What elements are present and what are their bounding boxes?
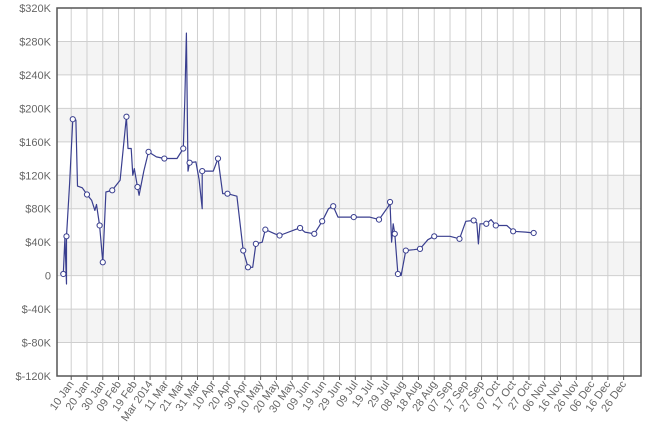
y-tick-label: $80K	[25, 204, 51, 216]
data-point	[83, 191, 91, 198]
data-point	[416, 245, 424, 252]
data-point	[109, 187, 116, 194]
y-tick-label: $280K	[19, 36, 51, 48]
data-point	[276, 232, 283, 239]
data-point	[161, 155, 168, 162]
y-axis-labels: $320K $280K $240K $200K $160K $120K $80K $40K 0 $…	[16, 3, 52, 383]
data-point	[199, 167, 206, 175]
data-point	[186, 159, 193, 166]
y-tick-label: $240K	[19, 70, 51, 82]
data-point	[510, 228, 517, 235]
data-point	[330, 203, 337, 210]
data-point	[386, 198, 394, 206]
y-tick-label: $200K	[19, 103, 51, 115]
data-point	[470, 217, 477, 224]
grid-band	[57, 342, 641, 376]
y-tick-label: $-40K	[22, 304, 52, 316]
data-point	[296, 224, 304, 232]
data-point	[252, 240, 259, 247]
data-point	[240, 247, 247, 254]
grid-band	[57, 275, 641, 310]
data-point	[375, 216, 383, 223]
data-point	[394, 270, 402, 278]
data-point	[483, 220, 490, 227]
y-tick-label: $-120K	[16, 371, 52, 383]
data-point	[63, 233, 70, 240]
data-point	[319, 218, 326, 225]
data-markers	[60, 113, 537, 278]
data-point	[456, 235, 463, 242]
plot-frame	[56, 7, 642, 377]
grid-band	[57, 208, 641, 243]
data-point	[99, 259, 106, 266]
grid-band	[57, 309, 641, 343]
data-point	[350, 213, 357, 221]
data-point	[60, 270, 67, 278]
data-point	[180, 145, 187, 152]
data-point	[69, 116, 76, 123]
data-point	[244, 264, 252, 271]
data-point	[145, 148, 152, 155]
plot-bands	[57, 8, 641, 376]
y-tick-label: $320K	[19, 3, 51, 15]
grid-band	[57, 108, 641, 142]
data-point	[530, 229, 537, 237]
data-point	[402, 247, 409, 254]
grid-band	[57, 8, 641, 42]
grid-band	[57, 41, 641, 75]
y-tick-label: $160K	[19, 137, 51, 149]
y-tick-label: $120K	[19, 170, 51, 182]
data-point	[96, 222, 103, 229]
grid-band	[57, 141, 641, 176]
data-point	[431, 233, 438, 240]
y-tick-label: 0	[45, 271, 51, 283]
y-tick-label: $-80K	[22, 338, 52, 350]
y-tick-label: $40K	[25, 237, 51, 249]
data-point	[391, 230, 398, 237]
data-point	[134, 183, 141, 191]
data-point	[123, 113, 130, 120]
data-point	[311, 230, 318, 237]
data-point	[214, 155, 222, 162]
data-point	[224, 190, 231, 197]
grid-band	[57, 242, 641, 276]
data-point	[262, 226, 269, 233]
data-point	[492, 222, 499, 229]
grid-band	[57, 74, 641, 109]
grid-band	[57, 175, 641, 209]
